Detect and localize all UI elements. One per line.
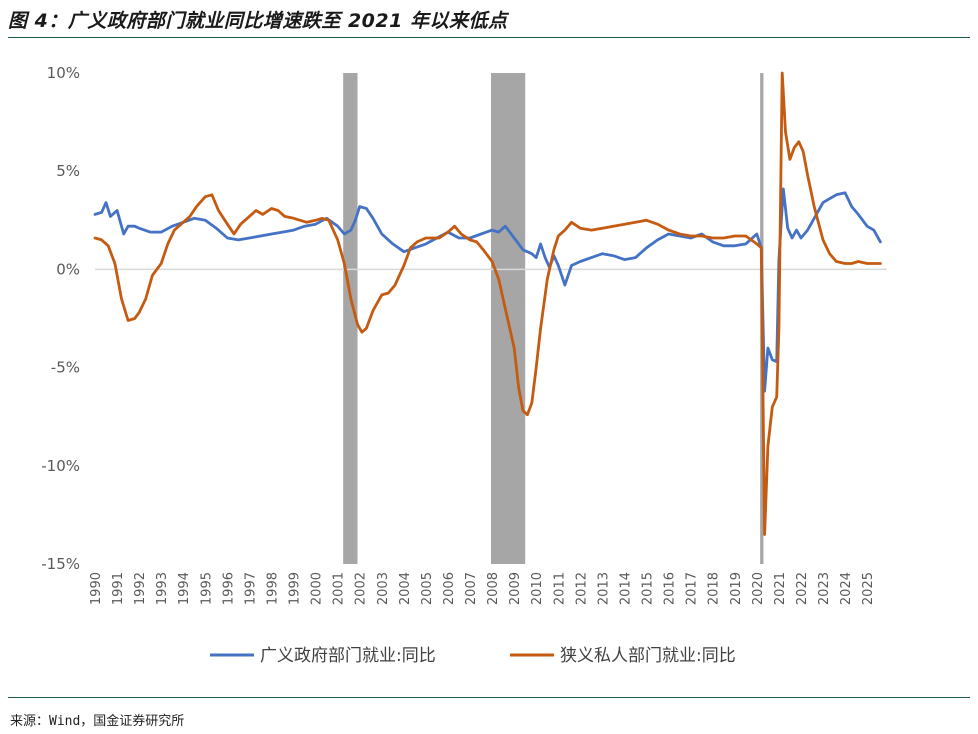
title-rule [8,37,970,38]
y-tick-label: 0% [56,260,80,278]
x-tick-label: 2017 [685,572,700,605]
legend: 广义政府部门就业:同比 狭义私人部门就业:同比 [210,646,736,666]
recession-bands [343,73,764,564]
x-tick-label: 2018 [707,572,722,605]
x-tick-label: 2011 [552,572,567,605]
x-tick-label: 1991 [111,572,126,605]
x-tick-label: 2007 [464,572,479,605]
recession-band-0 [343,73,358,564]
x-tick-label: 1992 [133,572,148,605]
x-tick-label: 2019 [729,572,744,605]
y-tick-label: -15% [41,555,80,573]
x-tick-label: 2003 [376,572,391,605]
x-tick-label: 1995 [199,572,214,605]
x-tick-label: 1996 [221,572,236,605]
x-tick-label: 2012 [574,572,589,605]
x-tick-label: 1990 [89,572,104,605]
x-tick-label: 2004 [398,572,413,605]
x-tick-label: 1993 [155,572,170,605]
x-tick-label: 2015 [641,572,656,605]
y-tick-label: 5% [56,162,80,180]
y-tick-label: -10% [41,457,80,475]
legend-label-0: 广义政府部门就业:同比 [260,646,436,666]
y-tick-label: -5% [51,359,80,377]
x-tick-label: 2010 [530,572,545,605]
x-tick-label: 2016 [663,572,678,605]
x-tick-label: 2013 [596,572,611,605]
x-tick-label: 2002 [354,572,369,605]
y-axis-ticks: 10% 5% 0% -5% -10% -15% [41,64,80,573]
x-tick-label: 2021 [773,572,788,605]
x-tick-label: 2014 [618,572,633,605]
x-tick-label: 2001 [332,572,347,605]
x-tick-label: 2009 [508,572,523,605]
x-tick-label: 1997 [243,572,258,605]
x-tick-label: 2008 [486,572,501,605]
y-tick-label: 10% [47,64,80,82]
x-tick-label: 2006 [442,572,457,605]
figure-title: 图 4：广义政府部门就业同比增速跌至 2021 年以来低点 [8,10,508,32]
x-tick-label: 2024 [839,572,854,605]
x-tick-label: 2020 [751,572,766,605]
series-lines [93,71,882,536]
source-note: 来源：Wind，国金证券研究所 [10,714,185,729]
x-tick-label: 1999 [288,572,303,605]
x-axis-ticks: 1990 1991 1992 1993 1994 1995 1996 1997 1998 1999… [89,572,876,605]
x-tick-label: 2000 [310,572,325,605]
x-tick-label: 2005 [420,572,435,605]
x-tick-label: 2023 [817,572,832,605]
x-tick-label: 2022 [795,572,810,605]
legend-label-1: 狭义私人部门就业:同比 [560,646,736,666]
source-rule [8,697,970,698]
x-tick-label: 2025 [861,572,876,605]
x-tick-label: 1998 [265,572,280,605]
x-tick-label: 1994 [177,572,192,605]
series-line-1 [93,71,882,536]
